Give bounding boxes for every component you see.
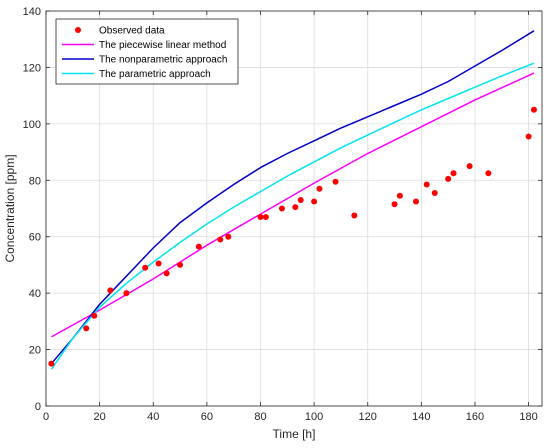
observed-data-point xyxy=(466,163,473,170)
legend-label: The piecewise linear method xyxy=(99,40,226,51)
x-tick-label: 140 xyxy=(412,411,430,423)
legend: Observed data The piecewise linear method… xyxy=(55,18,239,85)
observed-data-point xyxy=(225,233,232,240)
x-tick-label: 40 xyxy=(147,411,159,423)
x-tick-label: 80 xyxy=(254,411,266,423)
series-line xyxy=(50,62,535,370)
observed-data-point xyxy=(332,178,339,185)
legend-marker-dot xyxy=(75,27,81,33)
observed-data-point xyxy=(423,181,430,188)
x-tick-label: 160 xyxy=(466,411,484,423)
legend-label: The parametric approach xyxy=(99,69,211,80)
observed-data-point xyxy=(278,205,285,212)
observed-data-point xyxy=(485,170,492,177)
observed-data-point xyxy=(142,264,149,271)
y-tick-label: 100 xyxy=(23,119,41,131)
x-tick-label: 180 xyxy=(519,411,537,423)
observed-data-point xyxy=(316,185,323,192)
observed-data-point xyxy=(391,201,398,208)
observed-data-point xyxy=(123,290,130,297)
axes: 0 20 40 60 80 100 120 140 160 180 0 20 40 60 80 100 120 1… xyxy=(23,6,543,423)
series-layer xyxy=(48,30,537,370)
x-tick-label: 0 xyxy=(43,411,49,423)
y-tick-label: 120 xyxy=(23,62,41,74)
y-tick-label: 140 xyxy=(23,6,41,18)
observed-data-point xyxy=(351,212,358,219)
legend-label: Observed data xyxy=(99,26,165,37)
observed-data-point xyxy=(163,270,170,277)
y-tick-label: 0 xyxy=(35,401,41,413)
y-tick-label: 40 xyxy=(29,288,41,300)
observed-data-point xyxy=(412,198,419,205)
observed-data-point xyxy=(530,106,537,113)
observed-data-point xyxy=(297,197,304,204)
x-tick-label: 100 xyxy=(305,411,323,423)
y-axis-title: Concentration [ppm] xyxy=(3,154,17,262)
observed-data-point xyxy=(257,213,264,220)
observed-data-point xyxy=(292,204,299,211)
axis-box xyxy=(45,10,543,407)
series-line xyxy=(50,30,535,365)
y-tick-label: 20 xyxy=(29,345,41,357)
observed-data-point xyxy=(91,312,98,319)
observed-data-point xyxy=(525,133,532,140)
observed-data-point xyxy=(107,287,114,294)
observed-data-point xyxy=(48,360,55,367)
y-tick-label: 80 xyxy=(29,175,41,187)
observed-data-point xyxy=(217,236,224,243)
observed-data-point xyxy=(445,175,452,182)
legend-label: The nonparametric approach xyxy=(99,55,227,66)
observed-data-point xyxy=(396,192,403,199)
x-axis-title: Time [h] xyxy=(273,427,316,441)
observed-data-point xyxy=(431,189,438,196)
observed-data-point xyxy=(155,260,162,267)
y-tick-label: 60 xyxy=(29,232,41,244)
observed-data-point xyxy=(177,261,184,268)
observed-data-point xyxy=(262,213,269,220)
x-tick-label: 60 xyxy=(201,411,213,423)
x-tick-label: 20 xyxy=(93,411,105,423)
x-tick-label: 120 xyxy=(359,411,377,423)
observed-data-point xyxy=(311,198,318,205)
observed-data-point xyxy=(195,243,202,250)
observed-data-point xyxy=(450,170,457,177)
observed-data-point xyxy=(83,325,90,332)
